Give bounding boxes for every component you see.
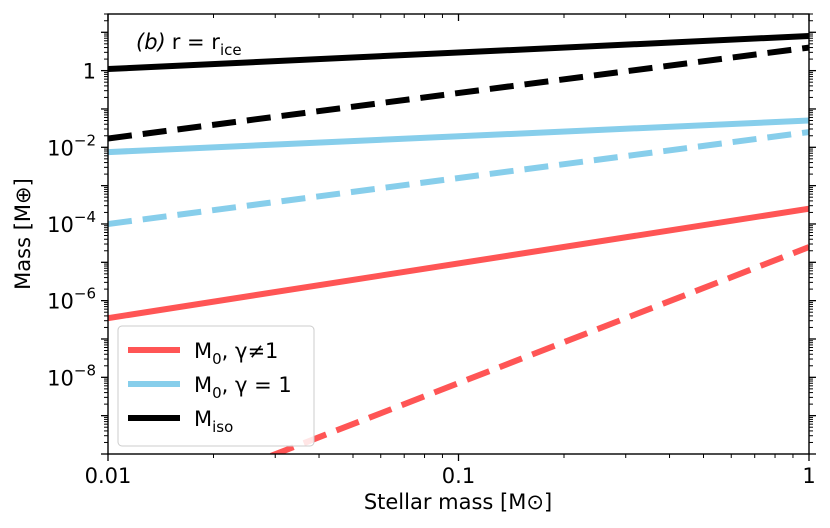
x-tick-label: 0.01 [85,464,132,488]
y-tick-label: 10−8 [47,361,96,390]
panel-label: (b) [136,30,166,54]
y-tick-label: 1 [83,60,96,84]
series-line-1 [108,33,809,73]
legend-label-3: Miso [194,407,233,436]
annotation-main: r = r [172,30,221,54]
legend: M0, γ≠1 M0, γ = 1 Miso [117,325,315,447]
panel-annotation: (b) r = rice [136,30,242,59]
x-tick-label: 0.1 [442,464,475,488]
x-axis-label: Stellar mass [M⊙] [364,490,552,514]
x-tick-label: 1 [802,464,815,488]
plot-frame [107,13,810,455]
annotation-sub: ice [220,41,242,59]
y-tick-label: 10−2 [47,131,96,160]
y-tick-label: 10−6 [47,285,96,314]
series-line-5 [108,205,809,322]
y-tick-label: 10−4 [47,208,96,237]
series-layer [108,33,809,454]
series-line-2 [108,44,809,142]
y-axis-label: Mass [M⊕] [11,178,35,290]
series-line-4 [108,129,809,227]
legend-label-2: M0, γ = 1 [194,373,292,402]
legend-label-1: M0, γ≠1 [194,339,278,368]
series-line-3 [108,117,809,156]
